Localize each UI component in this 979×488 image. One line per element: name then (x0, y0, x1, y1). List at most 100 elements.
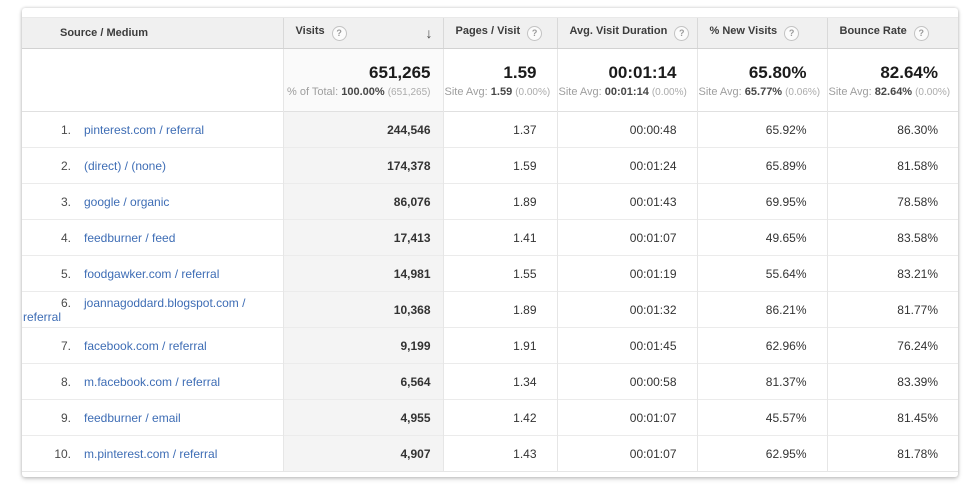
row-rank: 10. (54, 446, 71, 461)
pages-cell: 1.41 (442, 219, 557, 256)
totals-pages-cell: 1.59 Site Avg: 1.59 (0.00%) (442, 48, 557, 112)
pages-cell: 1.91 (442, 327, 557, 364)
new-visits-cell: 81.37% (696, 363, 827, 400)
bounce-cell: 81.58% (826, 147, 958, 184)
totals-duration-cell: 00:01:14 Site Avg: 00:01:14 (0.00%) (556, 48, 697, 112)
table-row: 9. feedburner / email 4,955 1.42 00:01:07… (22, 399, 958, 436)
visits-cell: 17,413 (282, 219, 443, 256)
table-row: 7. facebook.com / referral 9,199 1.91 00:… (22, 327, 958, 364)
visits-cell: 14,981 (282, 255, 443, 292)
bounce-cell: 81.45% (826, 399, 958, 436)
source-medium-table: Source / Medium Visits? ↓ Pages / Visit? … (22, 17, 958, 472)
table-row: 1. pinterest.com / referral 244,546 1.37 … (22, 111, 958, 148)
column-header-pages-per-visit[interactable]: Pages / Visit? (442, 17, 557, 49)
source-medium-link[interactable]: google / organic (84, 194, 170, 209)
table-row: 10. m.pinterest.com / referral 4,907 1.43… (22, 435, 958, 472)
new-visits-cell: 65.92% (696, 111, 827, 148)
duration-cell: 00:01:19 (556, 255, 697, 292)
avg-duration-subtext: Site Avg: 00:01:14 (0.00%) (558, 85, 687, 98)
source-cell: 8. m.facebook.com / referral (22, 364, 283, 400)
row-rank: 6. (60, 295, 71, 310)
source-medium-link[interactable]: foodgawker.com / referral (84, 266, 220, 281)
total-visits: 651,265 (369, 62, 431, 82)
duration-cell: 00:01:32 (556, 291, 697, 328)
source-medium-link[interactable]: feedburner / email (84, 410, 181, 425)
analytics-report-card: Source / Medium Visits? ↓ Pages / Visit? … (22, 8, 958, 477)
sort-descending-icon[interactable]: ↓ (425, 25, 433, 41)
pages-cell: 1.55 (442, 255, 557, 292)
bounce-subtext: Site Avg: 82.64% (0.00%) (828, 85, 951, 98)
table-row: 8. m.facebook.com / referral 6,564 1.34 0… (22, 363, 958, 400)
source-cell: 6. joannagoddard.blogspot.com / referral (22, 292, 283, 328)
totals-bounce-cell: 82.64% Site Avg: 82.64% (0.00%) (826, 48, 958, 112)
new-visits-cell: 86.21% (696, 291, 827, 328)
bounce-cell: 81.78% (826, 435, 958, 472)
source-cell: 9. feedburner / email (22, 400, 283, 436)
visits-cell: 174,378 (282, 147, 443, 184)
new-visits-cell: 62.96% (696, 327, 827, 364)
column-header-label: Pages / Visit (455, 25, 521, 37)
avg-pages-subtext: Site Avg: 1.59 (0.00%) (444, 85, 551, 98)
help-icon[interactable]: ? (331, 26, 347, 41)
column-header-label: Visits (295, 25, 325, 37)
duration-cell: 00:01:07 (556, 399, 697, 436)
column-header-avg-visit-duration[interactable]: Avg. Visit Duration? (556, 17, 697, 49)
source-medium-link[interactable]: feedburner / feed (84, 230, 176, 245)
pages-cell: 1.42 (442, 399, 557, 436)
source-medium-link[interactable]: pinterest.com / referral (84, 122, 205, 137)
visits-cell: 10,368 (282, 291, 443, 328)
bounce-cell: 83.21% (826, 255, 958, 292)
source-cell: 4. feedburner / feed (22, 220, 283, 256)
totals-visits-cell: 651,265 % of Total: 100.00% (651,265) (282, 48, 443, 112)
source-cell: 3. google / organic (22, 184, 283, 220)
table-row: 6. joannagoddard.blogspot.com / referral … (22, 291, 958, 328)
help-icon[interactable]: ? (913, 26, 929, 41)
duration-cell: 00:01:07 (556, 435, 697, 472)
help-icon[interactable]: ? (784, 26, 800, 41)
new-visits-cell: 69.95% (696, 183, 827, 220)
duration-cell: 00:01:24 (556, 147, 697, 184)
row-rank: 9. (60, 410, 71, 425)
row-rank: 4. (60, 230, 71, 245)
pages-cell: 1.89 (442, 291, 557, 328)
help-icon[interactable]: ? (527, 26, 543, 41)
source-medium-link[interactable]: joannagoddard.blogspot.com / referral (23, 295, 246, 324)
duration-cell: 00:01:43 (556, 183, 697, 220)
column-header-visits[interactable]: Visits? ↓ (282, 17, 443, 49)
bounce-cell: 78.58% (826, 183, 958, 220)
column-header-percent-new-visits[interactable]: % New Visits? (696, 17, 827, 49)
column-header-source-medium[interactable]: Source / Medium (22, 17, 283, 49)
row-rank: 2. (60, 158, 71, 173)
help-icon[interactable]: ? (674, 26, 690, 41)
source-medium-link[interactable]: (direct) / (none) (84, 158, 167, 173)
visits-cell: 4,955 (282, 399, 443, 436)
table-header-row: Source / Medium Visits? ↓ Pages / Visit? … (22, 17, 958, 49)
totals-new-visits-cell: 65.80% Site Avg: 65.77% (0.06%) (696, 48, 827, 112)
column-header-label: Source / Medium (60, 27, 149, 39)
source-medium-link[interactable]: facebook.com / referral (84, 338, 207, 353)
source-medium-link[interactable]: m.facebook.com / referral (84, 374, 221, 389)
percent-new-visits: 65.80% (748, 62, 807, 82)
duration-cell: 00:01:45 (556, 327, 697, 364)
new-visits-cell: 65.89% (696, 147, 827, 184)
totals-row: 651,265 % of Total: 100.00% (651,265) 1.5… (22, 48, 958, 112)
visits-cell: 4,907 (282, 435, 443, 472)
source-cell: 2. (direct) / (none) (22, 148, 283, 184)
bounce-cell: 86.30% (826, 111, 958, 148)
row-rank: 8. (60, 374, 71, 389)
column-header-label: Avg. Visit Duration (569, 25, 668, 37)
pages-cell: 1.43 (442, 435, 557, 472)
pages-cell: 1.59 (442, 147, 557, 184)
total-visits-subtext: % of Total: 100.00% (651,265) (287, 85, 431, 98)
duration-cell: 00:01:07 (556, 219, 697, 256)
source-cell: 7. facebook.com / referral (22, 328, 283, 364)
row-rank: 3. (60, 194, 71, 209)
new-visits-subtext: Site Avg: 65.77% (0.06%) (698, 85, 821, 98)
bounce-rate: 82.64% (880, 62, 938, 82)
column-header-bounce-rate[interactable]: Bounce Rate? (826, 17, 958, 49)
bounce-cell: 83.58% (826, 219, 958, 256)
pages-cell: 1.34 (442, 363, 557, 400)
source-medium-link[interactable]: m.pinterest.com / referral (84, 446, 218, 461)
visits-cell: 244,546 (282, 111, 443, 148)
source-cell: 5. foodgawker.com / referral (22, 256, 283, 292)
